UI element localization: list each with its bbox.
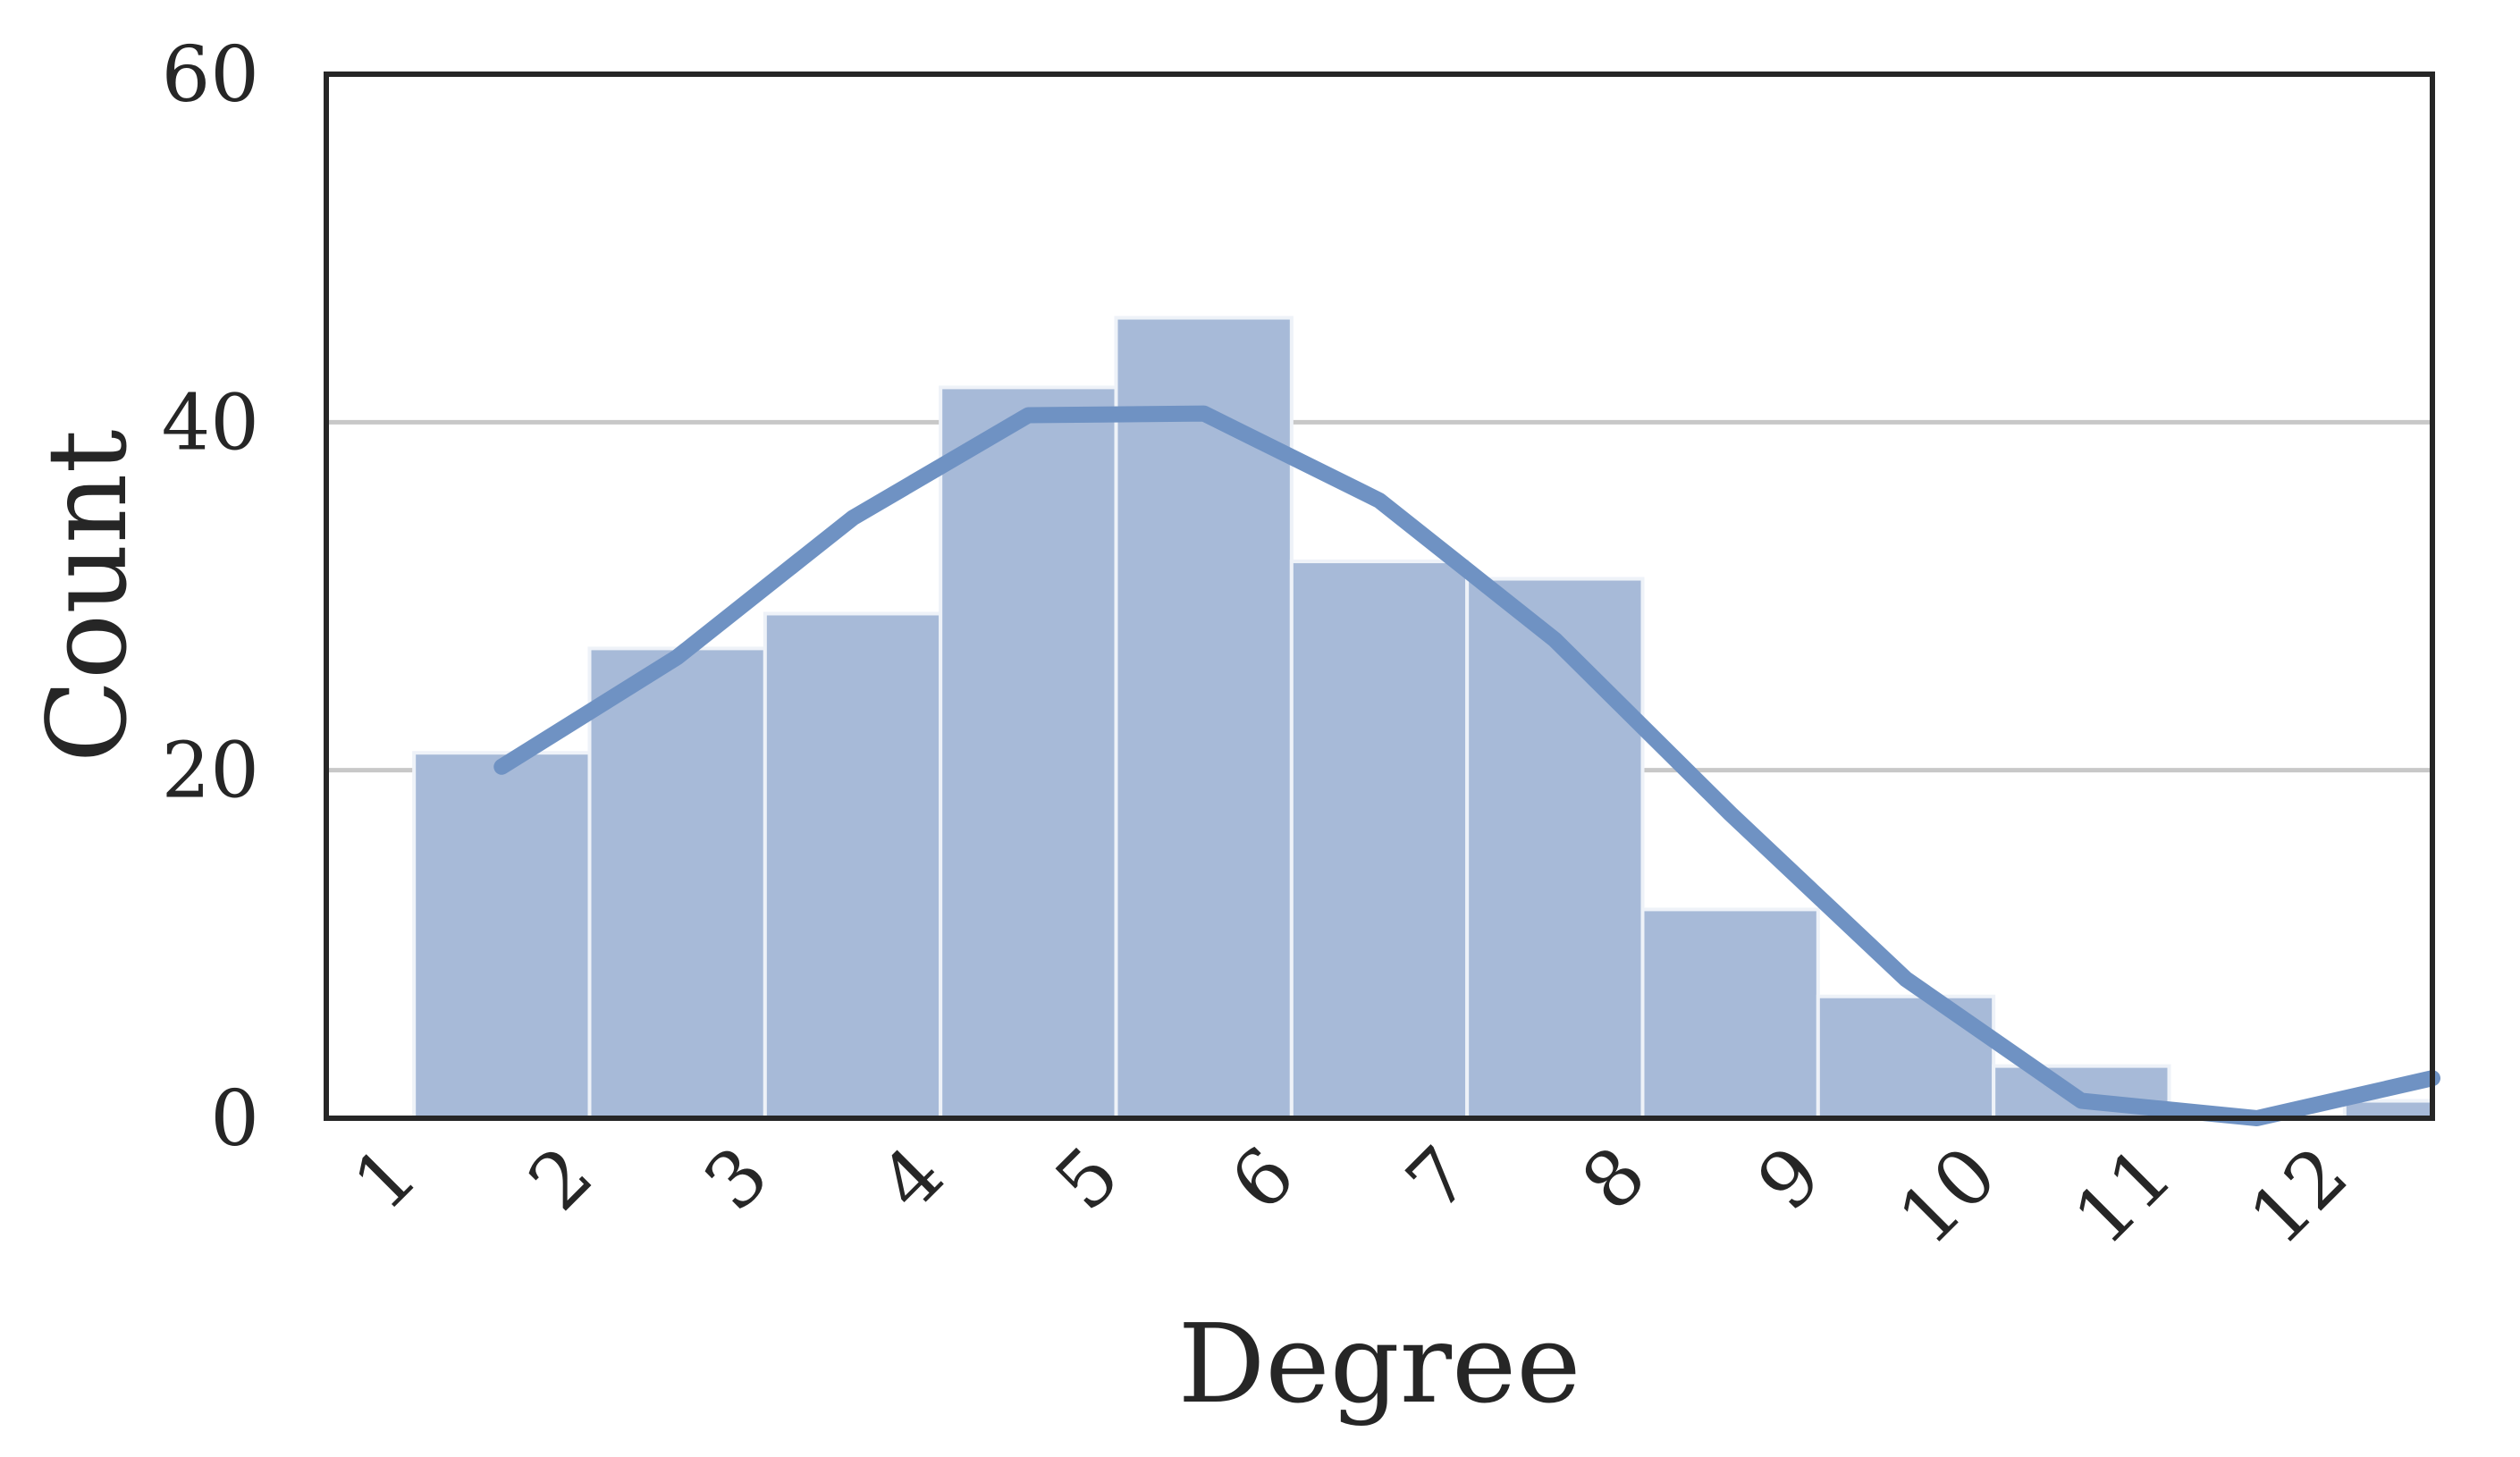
x-axis-title: Degree — [1178, 1301, 1581, 1428]
histogram-bars — [412, 316, 2434, 1121]
bar-3 — [763, 611, 943, 1120]
y-axis-title: Count — [24, 430, 151, 763]
x-tick-9: 9 — [1740, 1130, 1838, 1227]
bar-7 — [1465, 577, 1645, 1120]
density-line-group — [493, 405, 2440, 1126]
bar-8 — [1640, 907, 1820, 1121]
x-tick-6: 6 — [1214, 1130, 1311, 1227]
x-tick-7: 7 — [1390, 1130, 1488, 1227]
plot-frame — [324, 72, 2435, 1121]
bar-6 — [1289, 560, 1470, 1120]
x-tick-labels: 1 2 3 4 5 6 7 8 9 10 11 12 — [337, 1130, 2365, 1262]
bar-2 — [587, 646, 767, 1120]
bar-4 — [939, 385, 1118, 1120]
x-tick-10: 10 — [1882, 1130, 2014, 1262]
y-tick-40: 40 — [162, 378, 259, 467]
y-tick-60: 60 — [162, 30, 259, 120]
x-tick-4: 4 — [864, 1130, 961, 1227]
y-tick-0: 0 — [210, 1074, 259, 1164]
x-tick-3: 3 — [687, 1130, 785, 1227]
density-line — [493, 405, 2440, 1126]
bar-1 — [412, 751, 592, 1120]
x-tick-1: 1 — [337, 1130, 434, 1227]
x-tick-11: 11 — [2057, 1130, 2189, 1262]
y-tick-20: 20 — [162, 727, 259, 816]
y-tick-labels: 0 20 40 60 — [162, 30, 259, 1164]
x-tick-2: 2 — [512, 1130, 610, 1227]
x-tick-5: 5 — [1039, 1130, 1136, 1227]
x-tick-8: 8 — [1565, 1130, 1663, 1227]
x-tick-12: 12 — [2233, 1130, 2365, 1262]
